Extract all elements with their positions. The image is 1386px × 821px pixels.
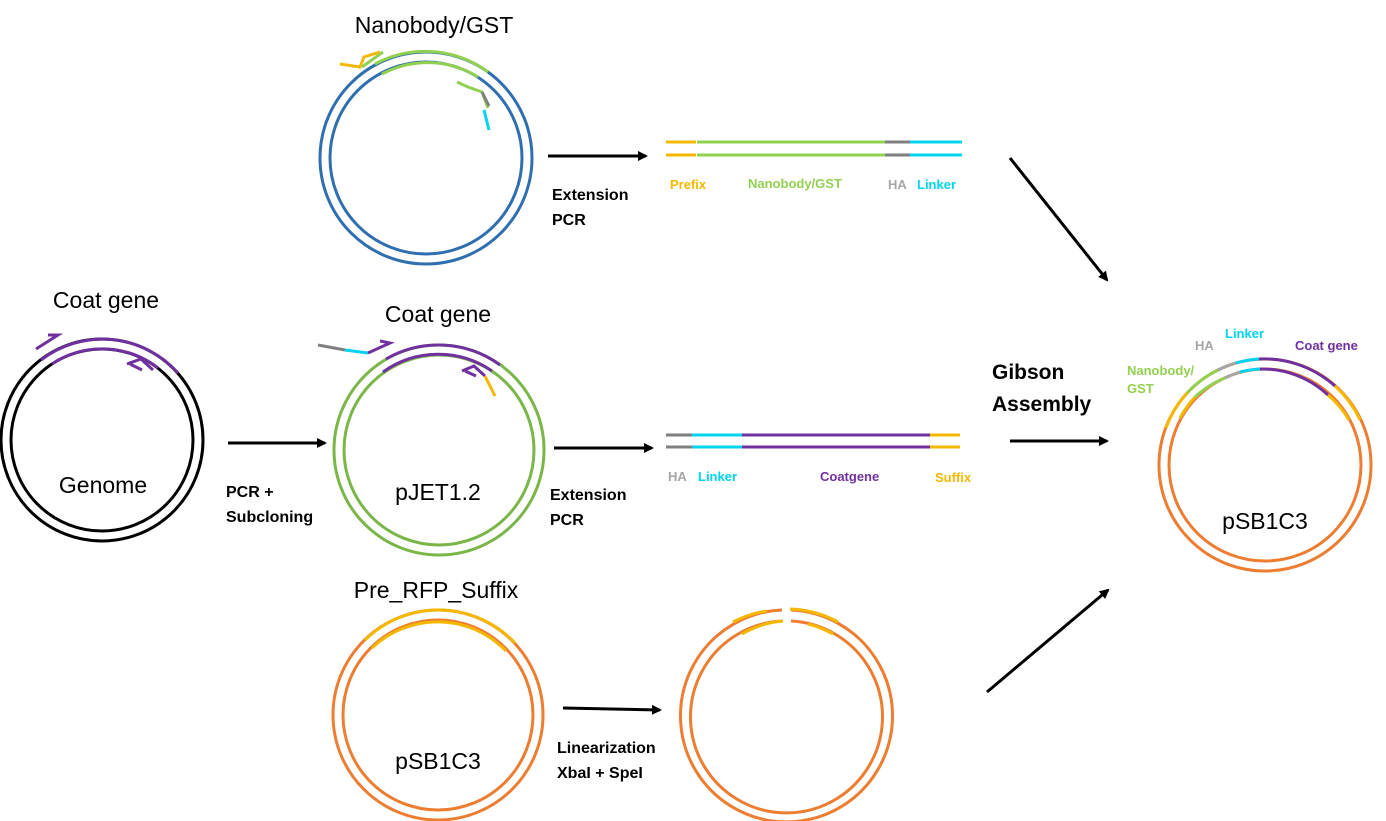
pjet-plasmid: Coat gene pJET1.2 (317, 301, 546, 557)
fragment1-label-nanobody: Nanobody/GST (748, 176, 842, 191)
final-label-nanobody-line1: Nanobody/ (1127, 363, 1195, 378)
presuffix-rfp-arc-outer (363, 608, 517, 645)
step-extension-pcr-2-line1: Extension (550, 487, 626, 504)
presuffix-inner-ring (341, 618, 535, 812)
final-suffix-outer (1333, 384, 1362, 421)
forward-primer-arrow (361, 50, 384, 69)
fragment2-label-ha: HA (668, 469, 687, 484)
genome-coat-arc-inner (51, 347, 159, 370)
step-extension-pcr-1-line2: PCR (552, 212, 586, 229)
pjet-forward-primer-coat (367, 339, 395, 355)
forward-primer (339, 50, 381, 69)
final-label-nanobody-line2: GST (1127, 381, 1154, 396)
fragment1-label-ha: HA (888, 177, 907, 192)
reverse-primer-linker (482, 109, 491, 131)
final-label-linker: Linker (1225, 326, 1264, 341)
pjet-forward-primer-ha (317, 343, 346, 352)
pjet-inner-ring (342, 353, 536, 547)
pjet-outer-ring (332, 343, 546, 557)
linearized-suffix-inner (807, 622, 834, 636)
insert-arc-outer (374, 49, 489, 74)
linearized-outer-ring (679, 608, 894, 821)
final-nanobody-inner (1193, 376, 1226, 399)
fragment2-label-linker: Linker (698, 469, 737, 484)
genome-inner-ring (9, 347, 195, 533)
fragment-nanobody-gst: Prefix Nanobody/GST HA Linker (666, 140, 962, 192)
final-suffix-inner (1327, 393, 1351, 421)
step-extension-pcr-2-line2: PCR (550, 512, 584, 529)
fragment-coat-gene: HA Linker Coatgene Suffix (666, 433, 972, 485)
final-ha-inner (1224, 370, 1241, 380)
nanobody-plasmid-title: Nanobody/GST (355, 12, 514, 38)
presuffix-label: pSB1C3 (395, 748, 481, 774)
presuffix-rfp-arc-inner (370, 620, 508, 653)
plasmid-inner-ring (328, 60, 524, 256)
arrow-linearization (562, 704, 662, 715)
pjet-coat-arc-outer (385, 343, 501, 367)
pjet-forward-primer-linker (344, 348, 369, 355)
step-linearization-line1: Linearization (557, 740, 656, 757)
step-pcr-subcloning-line2: Subcloning (226, 509, 313, 526)
step-linearization-line2: XbaI + SpeI (557, 765, 643, 782)
plasmid-outer-ring (318, 50, 534, 266)
linearized-inner-ring (689, 619, 884, 815)
genome-label: Genome (59, 472, 147, 498)
linearized-prefix-outer (732, 609, 768, 624)
final-ha-outer (1217, 361, 1237, 372)
fragment2-label-suffix: Suffix (935, 470, 972, 485)
linearized-prefix-inner (741, 619, 784, 636)
arrow-linearized-to-assembly (986, 588, 1110, 694)
pjet-title: Coat gene (385, 301, 491, 327)
pre-rfp-suffix-plasmid: Pre_RFP_Suffix pSB1C3 (331, 577, 545, 821)
final-label-coatgene: Coat gene (1295, 338, 1358, 353)
pjet-reverse-primer-suffix (483, 375, 497, 397)
genome-plasmid: Coat gene Genome (0, 287, 205, 543)
nanobody-gst-plasmid: Nanobody/GST (318, 12, 534, 266)
presuffix-title: Pre_RFP_Suffix (354, 577, 519, 603)
gibson-label-line1: Gibson (992, 361, 1064, 384)
final-linker-inner (1239, 367, 1261, 374)
fragment1-label-prefix: Prefix (670, 177, 707, 192)
final-coat-outer (1258, 357, 1337, 388)
pjet-reverse-primer (461, 364, 487, 378)
final-linker-outer (1235, 357, 1260, 365)
reverse-primer-ha (480, 91, 491, 107)
linearized-suffix-outer (789, 607, 839, 624)
insert-arc-inner (381, 61, 479, 79)
final-psb1c3-plasmid: HA Linker Coat gene Nanobody/ GST pSB1C3 (1127, 326, 1373, 573)
genome-forward-primer (35, 333, 64, 351)
final-coat-inner (1259, 367, 1330, 397)
genome-coat-arc-outer (40, 337, 180, 374)
fragment1-label-linker: Linker (917, 177, 956, 192)
genome-title: Coat gene (53, 287, 159, 313)
final-prefix-outer (1164, 391, 1189, 429)
linearized-plasmid (679, 607, 894, 821)
genome-reverse-primer (126, 357, 155, 372)
pjet-label: pJET1.2 (395, 479, 481, 505)
final-label-ha: HA (1195, 338, 1214, 353)
pjet-coat-arc-inner (382, 352, 493, 374)
step-pcr-subcloning-line1: PCR + (226, 484, 274, 501)
arrow-fragment1-to-assembly (1008, 157, 1109, 282)
fragment2-label-coatgene: Coatgene (820, 469, 879, 484)
step-extension-pcr-1-line1: Extension (552, 187, 628, 204)
gibson-label-line2: Assembly (992, 393, 1092, 416)
final-nanobody-outer (1185, 368, 1219, 395)
final-prefix-inner (1178, 395, 1197, 419)
final-label: pSB1C3 (1222, 508, 1308, 534)
